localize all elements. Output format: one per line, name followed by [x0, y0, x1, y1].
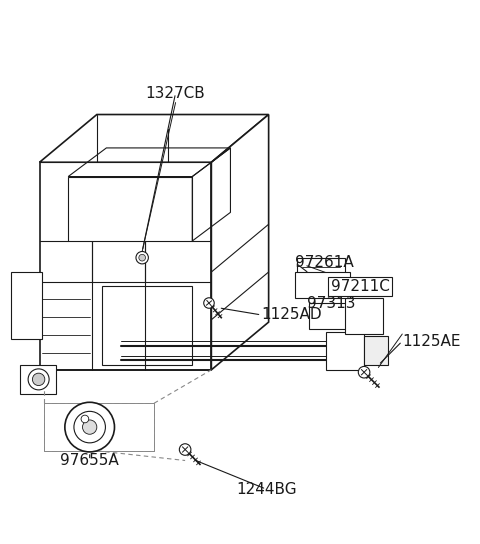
Text: 1244BG: 1244BG: [236, 481, 297, 497]
Polygon shape: [297, 258, 345, 289]
FancyBboxPatch shape: [295, 272, 350, 298]
Polygon shape: [21, 365, 56, 394]
Polygon shape: [364, 336, 388, 365]
Polygon shape: [11, 272, 42, 339]
Polygon shape: [309, 303, 348, 329]
Circle shape: [180, 444, 191, 455]
Circle shape: [358, 367, 370, 378]
Text: 97313: 97313: [307, 295, 355, 311]
Polygon shape: [211, 115, 269, 370]
Circle shape: [139, 255, 145, 261]
Text: 1125AE: 1125AE: [402, 333, 461, 349]
Circle shape: [81, 415, 89, 423]
Circle shape: [204, 298, 214, 308]
Circle shape: [28, 369, 49, 390]
Text: 97211C: 97211C: [331, 279, 390, 294]
Polygon shape: [345, 298, 383, 334]
Circle shape: [33, 373, 45, 386]
Polygon shape: [39, 115, 269, 162]
Polygon shape: [326, 332, 364, 370]
Circle shape: [74, 411, 106, 443]
Polygon shape: [39, 162, 211, 370]
Text: 1125AD: 1125AD: [262, 307, 322, 323]
Text: 1327CB: 1327CB: [146, 85, 205, 101]
Circle shape: [65, 402, 115, 452]
Circle shape: [83, 420, 97, 434]
Text: 97261A: 97261A: [295, 255, 354, 270]
Circle shape: [136, 251, 148, 264]
Text: 97655A: 97655A: [60, 453, 119, 468]
